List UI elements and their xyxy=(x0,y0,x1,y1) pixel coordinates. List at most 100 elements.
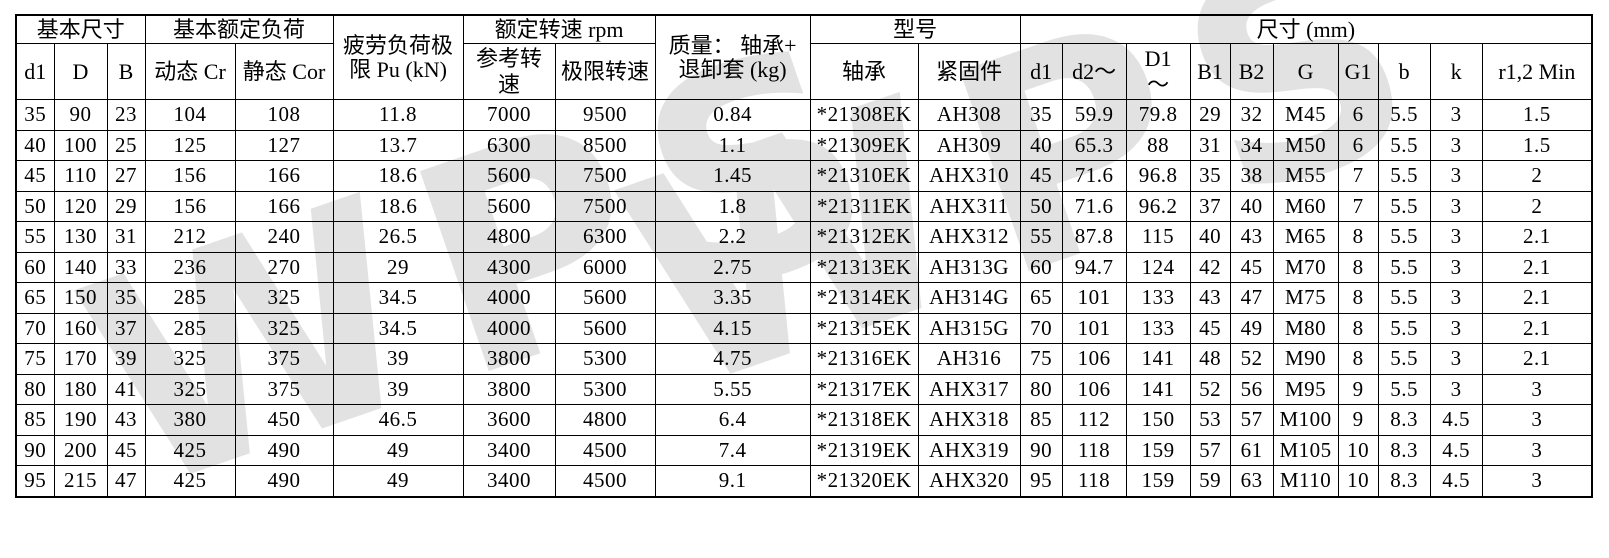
table-cell: 4800 xyxy=(554,404,656,436)
table-cell: 5.5 xyxy=(1377,343,1431,375)
table-cell: 57 xyxy=(1229,404,1274,436)
table-cell: 61 xyxy=(1229,434,1274,466)
table-cell: 3 xyxy=(1429,190,1483,222)
subheader-ref-speed: 参考转 速 xyxy=(462,43,556,100)
table-cell: 29 xyxy=(332,251,464,283)
table-cell: 6.4 xyxy=(654,404,811,436)
table-row: 70 160 37 285 325 34.5 4000 5600 4.15 *21315EK AH3… xyxy=(15,312,1593,344)
table-cell: 5300 xyxy=(554,373,656,405)
subheader-B: B xyxy=(106,43,146,100)
table-cell: 1.5 xyxy=(1481,99,1593,131)
table-cell: 3 xyxy=(1481,465,1593,497)
table-cell: 240 xyxy=(234,221,334,253)
table-cell: 190 xyxy=(53,404,108,436)
table-cell: 133 xyxy=(1125,312,1191,344)
table-cell: 27 xyxy=(106,160,146,192)
table-cell: 5.5 xyxy=(1377,129,1431,161)
table-cell: 79.8 xyxy=(1125,99,1191,131)
table-cell: 3400 xyxy=(462,465,556,497)
table-cell: 159 xyxy=(1125,434,1191,466)
table-cell: 212 xyxy=(144,221,236,253)
table-cell: 5.5 xyxy=(1377,251,1431,283)
table-cell: 1.1 xyxy=(654,129,811,161)
table-cell: 75 xyxy=(15,343,55,375)
table-cell: 8.3 xyxy=(1377,434,1431,466)
table-cell: 3 xyxy=(1429,251,1483,283)
table-cell: 5.5 xyxy=(1377,373,1431,405)
table-cell: 35 xyxy=(1019,99,1063,131)
table-row: 60 140 33 236 270 29 4300 6000 2.75 *21313EK AH313… xyxy=(15,251,1593,283)
subheader-dim-d1: d1 xyxy=(1019,43,1063,100)
table-cell: 88 xyxy=(1125,129,1191,161)
table-cell: 236 xyxy=(144,251,236,283)
table-cell: M90 xyxy=(1272,343,1339,375)
table-cell: AH316 xyxy=(917,343,1021,375)
table-cell: M70 xyxy=(1272,251,1339,283)
header-mass: 质量： 轴承+ 退卸套 (kg) xyxy=(654,14,811,100)
table-cell: 40 xyxy=(1189,221,1231,253)
table-cell: 4.75 xyxy=(654,343,811,375)
table-cell: 9 xyxy=(1337,404,1379,436)
subheader-dim-G: G xyxy=(1272,43,1339,100)
table-row: 55 130 31 212 240 26.5 4800 6300 2.2 *21312EK AHX3… xyxy=(15,221,1593,253)
subheader-dim-k: k xyxy=(1429,43,1483,100)
table-cell: 100 xyxy=(53,129,108,161)
table-cell: 60 xyxy=(1019,251,1063,283)
table-cell: 40 xyxy=(15,129,55,161)
table-cell: *21315EK xyxy=(809,312,919,344)
table-cell: 34.5 xyxy=(332,282,464,314)
table-cell: 63 xyxy=(1229,465,1274,497)
table-cell: 130 xyxy=(53,221,108,253)
table-cell: AHX318 xyxy=(917,404,1021,436)
table-cell: *21316EK xyxy=(809,343,919,375)
table-cell: 4000 xyxy=(462,312,556,344)
table-cell: 31 xyxy=(1189,129,1231,161)
table-cell: 18.6 xyxy=(332,160,464,192)
table-cell: 70 xyxy=(1019,312,1063,344)
header-rated-load: 基本额定负荷 xyxy=(144,14,334,44)
table-cell: 96.2 xyxy=(1125,190,1191,222)
table-cell: 7000 xyxy=(462,99,556,131)
subheader-limit-speed: 极限转速 xyxy=(554,43,656,100)
subheader-dim-B2: B2 xyxy=(1229,43,1274,100)
table-cell: 56 xyxy=(1229,373,1274,405)
table-cell: 2.1 xyxy=(1481,343,1593,375)
table-cell: 106 xyxy=(1061,373,1127,405)
table-cell: 85 xyxy=(1019,404,1063,436)
table-cell: M55 xyxy=(1272,160,1339,192)
table-cell: 9 xyxy=(1337,373,1379,405)
table-cell: *21320EK xyxy=(809,465,919,497)
table-cell: 55 xyxy=(15,221,55,253)
table-cell: AH314G xyxy=(917,282,1021,314)
subheader-static-cor: 静态 Cor xyxy=(234,43,334,100)
table-cell: 8.3 xyxy=(1377,465,1431,497)
table-cell: 95 xyxy=(15,465,55,497)
table-cell: 200 xyxy=(53,434,108,466)
table-cell: 43 xyxy=(106,404,146,436)
table-cell: 25 xyxy=(106,129,146,161)
table-cell: 40 xyxy=(1019,129,1063,161)
table-body: 35 90 23 104 108 11.8 7000 9500 0.84 *21308EK AH30… xyxy=(15,99,1593,497)
table-cell: 3800 xyxy=(462,373,556,405)
table-cell: 87.8 xyxy=(1061,221,1127,253)
table-cell: 3 xyxy=(1429,99,1483,131)
table-cell: 42 xyxy=(1189,251,1231,283)
table-cell: 6 xyxy=(1337,99,1379,131)
table-cell: 3400 xyxy=(462,434,556,466)
table-cell: 57 xyxy=(1189,434,1231,466)
table-cell: 37 xyxy=(1189,190,1231,222)
table-cell: 59.9 xyxy=(1061,99,1127,131)
table-cell: M50 xyxy=(1272,129,1339,161)
table-cell: 166 xyxy=(234,190,334,222)
table-cell: 6300 xyxy=(554,221,656,253)
table-cell: 94.7 xyxy=(1061,251,1127,283)
table-cell: 270 xyxy=(234,251,334,283)
table-cell: 4.5 xyxy=(1429,465,1483,497)
table-cell: 5.5 xyxy=(1377,221,1431,253)
table-cell: 101 xyxy=(1061,312,1127,344)
table-cell: 55 xyxy=(1019,221,1063,253)
table-cell: 2.75 xyxy=(654,251,811,283)
table-cell: 65 xyxy=(1019,282,1063,314)
table-cell: 50 xyxy=(15,190,55,222)
table-cell: 5600 xyxy=(554,312,656,344)
